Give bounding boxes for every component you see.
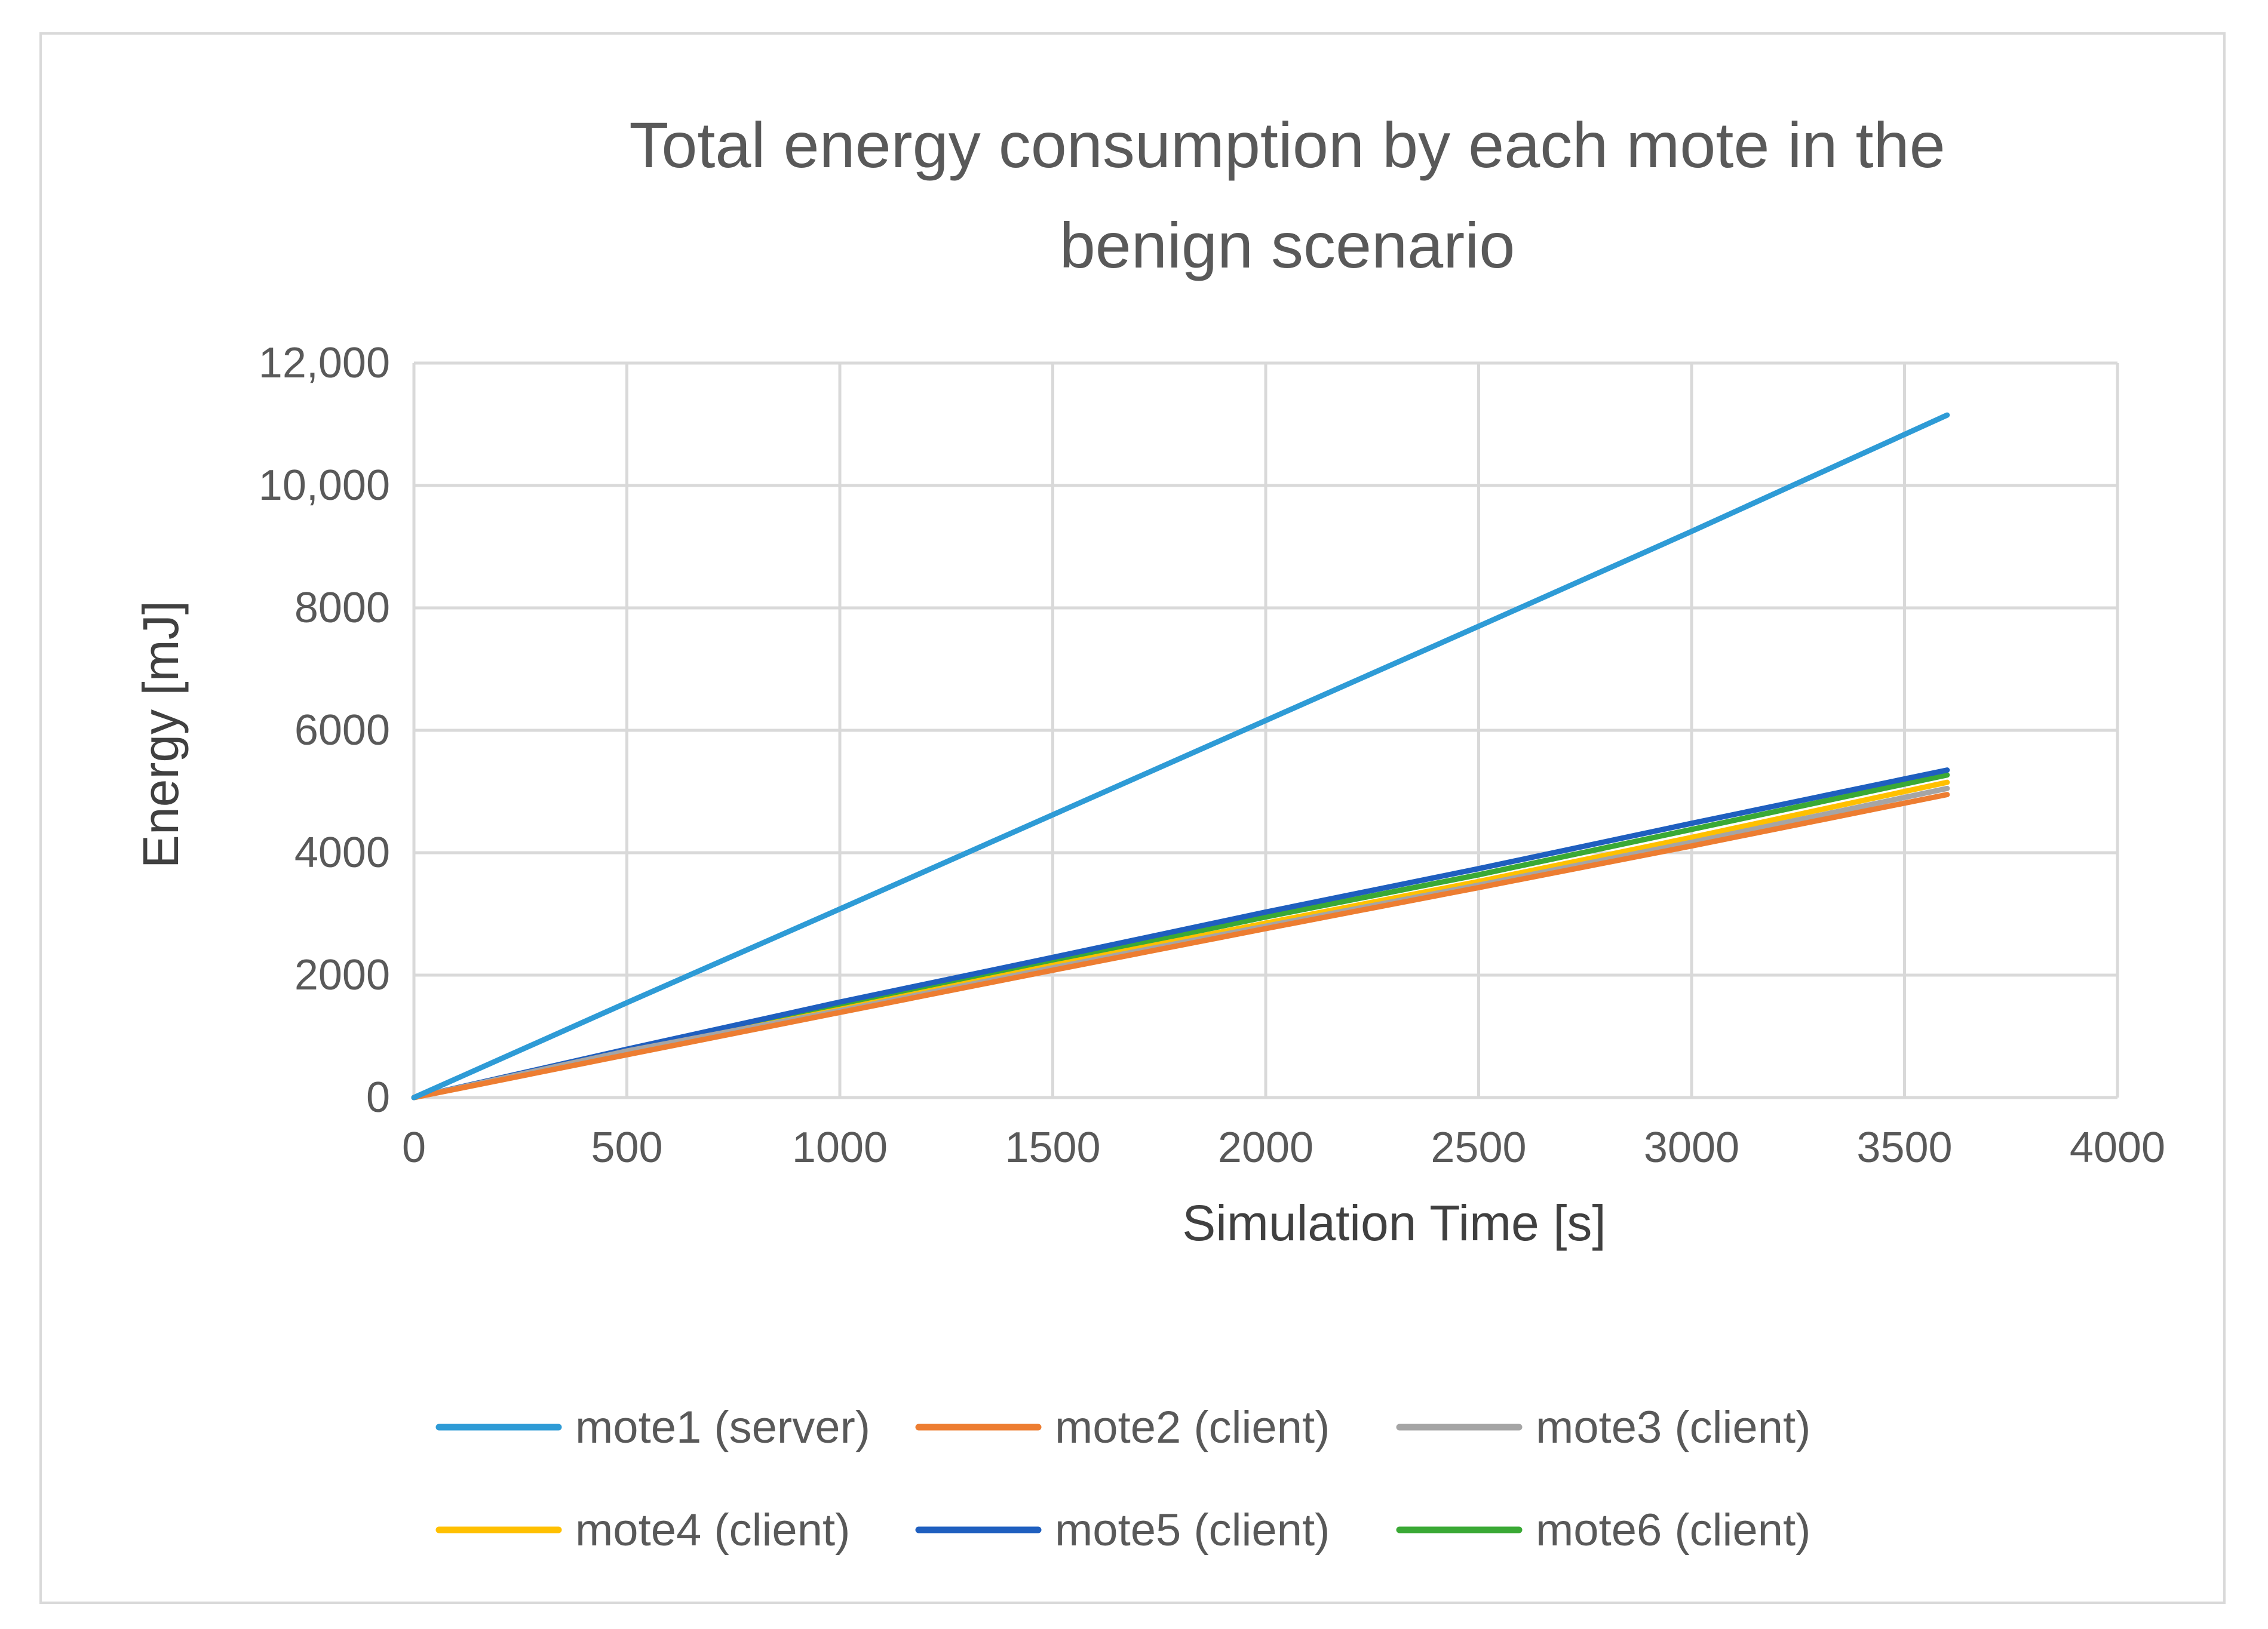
chart-title-line-1: Total energy consumption by each mote in… [629, 109, 1945, 181]
legend-item: mote3 (client) [1396, 1402, 1810, 1453]
x-tick-label: 4000 [2070, 1124, 2165, 1172]
y-tick-label: 4000 [294, 829, 390, 877]
gridlines [412, 361, 2119, 1099]
x-tick-label: 1000 [792, 1124, 888, 1172]
legend-label: mote5 (client) [1055, 1505, 1330, 1556]
legend-label: mote3 (client) [1536, 1402, 1810, 1453]
series-line-mote5 [411, 767, 1950, 1101]
series-line-mote2 [411, 792, 1950, 1101]
legend-label: mote2 (client) [1055, 1402, 1330, 1453]
y-tick-label: 0 [366, 1074, 390, 1121]
y-axis-title: Energy [mJ] [133, 601, 189, 868]
chart-title: Total energy consumption by each mote in… [629, 109, 1945, 281]
x-tick-label: 2000 [1218, 1124, 1313, 1172]
x-tick-label: 0 [402, 1124, 426, 1172]
x-tick-label: 1500 [1005, 1124, 1100, 1172]
legend-item: mote6 (client) [1396, 1505, 1810, 1556]
legend: mote1 (server) mote2 (client) mote3 (clien… [435, 1402, 1810, 1556]
series-line-mote1 [411, 412, 1950, 1101]
x-tick-label: 3500 [1856, 1124, 1952, 1172]
plot-series [411, 412, 1950, 1101]
legend-label: mote4 (client) [575, 1505, 850, 1556]
x-tick-label: 2500 [1431, 1124, 1526, 1172]
x-tick-label: 3000 [1644, 1124, 1739, 1172]
legend-label: mote6 (client) [1536, 1505, 1810, 1556]
x-axis-tick-labels: 0 500 1000 1500 2000 2500 3000 3500 4000 [402, 1124, 2165, 1172]
x-tick-label: 500 [591, 1124, 662, 1172]
chart-frame [39, 32, 2226, 1604]
legend-item: mote4 (client) [435, 1505, 850, 1556]
chart-title-line-2: benign scenario [1060, 209, 1515, 281]
y-tick-label: 8000 [294, 584, 390, 632]
x-axis-title: Simulation Time [s] [1182, 1195, 1606, 1251]
y-tick-label: 10,000 [259, 462, 390, 509]
legend-item: mote5 (client) [915, 1505, 1330, 1556]
y-tick-label: 6000 [294, 706, 390, 754]
y-axis-tick-labels: 0 2000 4000 6000 8000 10,000 12,000 [259, 339, 390, 1121]
y-tick-label: 12,000 [259, 339, 390, 387]
legend-item: mote2 (client) [915, 1402, 1330, 1453]
y-tick-label: 2000 [294, 951, 390, 999]
legend-label: mote1 (server) [575, 1402, 870, 1453]
legend-item: mote1 (server) [435, 1402, 870, 1453]
